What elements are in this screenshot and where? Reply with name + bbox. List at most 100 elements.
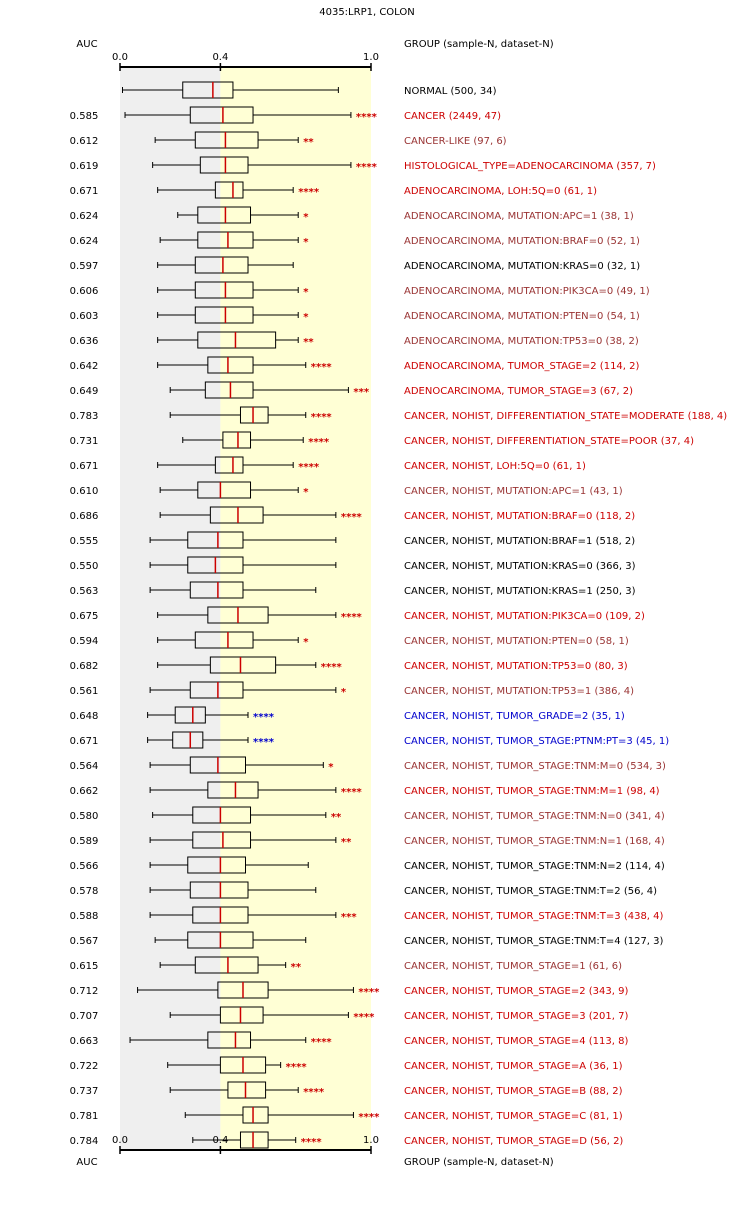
iqr-box <box>219 1006 264 1024</box>
box-row: 0.722 **** CANCER, NOHIST, TUMOR_STAGE=A (… <box>70 1056 623 1074</box>
significance-stars: **** <box>301 1137 323 1148</box>
group-label: CANCER, NOHIST, MUTATION:PTEN=0 (58, 1) <box>404 636 629 647</box>
group-label: ADENOCARCINOMA, MUTATION:TP53=0 (38, 2) <box>404 336 639 347</box>
group-label: ADENOCARCINOMA, TUMOR_STAGE=2 (114, 2) <box>404 361 640 372</box>
group-label: CANCER, NOHIST, TUMOR_STAGE=4 (113, 8) <box>404 1036 628 1047</box>
group-label: CANCER, NOHIST, DIFFERENTIATION_STATE=MO… <box>404 411 727 422</box>
iqr-box <box>197 331 277 349</box>
auc-value: 0.578 <box>70 886 99 897</box>
auc-value: 0.589 <box>70 836 99 847</box>
axis-tick-label: 1.0 <box>363 1135 379 1146</box>
group-label: CANCER (2449, 47) <box>404 111 501 122</box>
iqr-box <box>189 581 244 599</box>
significance-stars: **** <box>341 612 363 623</box>
significance-stars: **** <box>358 987 380 998</box>
box-row: 0.619 **** HISTOLOGICAL_TYPE=ADENOCARCINOM… <box>70 156 656 174</box>
group-label: CANCER, NOHIST, MUTATION:TP53=0 (80, 3) <box>404 661 628 672</box>
auc-value: 0.662 <box>70 786 99 797</box>
significance-stars: ** <box>291 962 302 973</box>
auc-value: 0.603 <box>70 311 99 322</box>
iqr-box <box>207 1031 252 1049</box>
iqr-box <box>227 1081 267 1099</box>
iqr-box <box>189 681 244 699</box>
reference-bands <box>120 68 371 1150</box>
auc-value: 0.615 <box>70 961 99 972</box>
auc-value: 0.784 <box>70 1136 99 1147</box>
significance-stars: **** <box>356 112 378 123</box>
auc-value: 0.671 <box>70 736 99 747</box>
box-row: 0.648 **** CANCER, NOHIST, TUMOR_GRADE=2 (… <box>70 706 625 724</box>
auc-header-top: AUC <box>76 39 97 50</box>
auc-value: 0.737 <box>70 1086 99 1097</box>
iqr-box <box>172 731 204 749</box>
auc-value: 0.580 <box>70 811 99 822</box>
group-label: CANCER, NOHIST, TUMOR_STAGE:TNM:T=4 (127… <box>404 936 664 947</box>
auc-value: 0.606 <box>70 286 99 297</box>
box-row: 0.561 * CANCER, NOHIST, MUTATION:TP53=1 (3… <box>70 681 634 699</box>
significance-stars: **** <box>311 362 333 373</box>
box-row: 0.606 * ADENOCARCINOMA, MUTATION:PIK3CA=0 … <box>70 281 650 299</box>
iqr-box <box>197 481 252 499</box>
iqr-box <box>182 81 234 99</box>
axis-tick-label: 0.0 <box>112 1135 128 1146</box>
group-label: CANCER, NOHIST, MUTATION:KRAS=1 (250, 3) <box>404 586 636 597</box>
box-row: 0.686 **** CANCER, NOHIST, MUTATION:BRAF=0… <box>70 506 635 524</box>
iqr-box <box>199 156 249 174</box>
group-label: CANCER, NOHIST, TUMOR_STAGE:TNM:N=2 (114… <box>404 861 665 872</box>
box-row: 0.783 **** CANCER, NOHIST, DIFFERENTIATION… <box>70 406 727 424</box>
box-row: 0.588 *** CANCER, NOHIST, TUMOR_STAGE:TNM:… <box>70 906 664 924</box>
auc-value: 0.567 <box>70 936 99 947</box>
box-row: 0.671 **** ADENOCARCINOMA, LOH:5Q=0 (61, 1… <box>70 181 597 199</box>
box-row: 0.578 CANCER, NOHIST, TUMOR_STAGE:TNM:T=2… <box>70 881 657 899</box>
box-row: 0.636 ** ADENOCARCINOMA, MUTATION:TP53=0 (… <box>70 331 639 349</box>
box-row: 0.566 CANCER, NOHIST, TUMOR_STAGE:TNM:N=2… <box>70 856 665 874</box>
box-row: NORMAL (500, 34) <box>122 81 497 99</box>
box-row: 0.682 **** CANCER, NOHIST, MUTATION:TP53=0… <box>70 656 628 674</box>
iqr-box <box>192 806 252 824</box>
group-label: CANCER, NOHIST, MUTATION:TP53=1 (386, 4) <box>404 686 634 697</box>
box-row: 0.671 **** CANCER, NOHIST, TUMOR_STAGE:PTN… <box>70 731 669 749</box>
iqr-box <box>214 456 244 474</box>
iqr-box <box>242 1106 269 1124</box>
auc-value: 0.642 <box>70 361 99 372</box>
rows-layer: NORMAL (500, 34)0.585 **** CANCER (2449, 4… <box>70 81 727 1149</box>
group-label: CANCER, NOHIST, MUTATION:PIK3CA=0 (109, … <box>404 611 645 622</box>
iqr-box <box>209 656 277 674</box>
significance-stars: **** <box>341 512 363 523</box>
significance-stars: ** <box>303 337 314 348</box>
iqr-box <box>189 106 254 124</box>
box-row: 0.615 ** CANCER, NOHIST, TUMOR_STAGE=1 (61… <box>70 956 622 974</box>
iqr-box <box>239 406 269 424</box>
box-row: 0.662 **** CANCER, NOHIST, TUMOR_STAGE:TNM… <box>70 781 660 799</box>
box-row: 0.612 ** CANCER-LIKE (97, 6) <box>70 131 507 149</box>
box-row: 0.784 **** CANCER, NOHIST, TUMOR_STAGE=D (… <box>70 1131 623 1149</box>
group-label: CANCER, NOHIST, MUTATION:BRAF=0 (118, 2) <box>404 511 635 522</box>
group-label: CANCER, NOHIST, TUMOR_STAGE=1 (61, 6) <box>404 961 622 972</box>
auc-value: 0.722 <box>70 1061 99 1072</box>
auc-value: 0.671 <box>70 186 99 197</box>
auc-value: 0.561 <box>70 686 99 697</box>
significance-stars: * <box>303 212 309 223</box>
iqr-box <box>207 356 254 374</box>
axis-tick-label: 0.4 <box>212 1135 228 1146</box>
group-label: CANCER, NOHIST, TUMOR_STAGE:TNM:T=2 (56,… <box>404 886 657 897</box>
axis-tick-label: 1.0 <box>363 52 379 63</box>
significance-stars: **** <box>311 412 333 423</box>
iqr-box <box>209 506 264 524</box>
auc-value: 0.563 <box>70 586 99 597</box>
significance-stars: **** <box>356 162 378 173</box>
auc-value: 0.588 <box>70 911 99 922</box>
box-row: 0.707 **** CANCER, NOHIST, TUMOR_STAGE=3 (… <box>70 1006 628 1024</box>
group-header-bottom: GROUP (sample-N, dataset-N) <box>404 1157 554 1168</box>
iqr-box <box>214 181 244 199</box>
auc-value: 0.594 <box>70 636 99 647</box>
auc-value: 0.585 <box>70 111 99 122</box>
auc-value: 0.648 <box>70 711 99 722</box>
significance-stars: *** <box>341 912 357 923</box>
axis-tick-label: 0.0 <box>112 52 128 63</box>
group-label: CANCER, NOHIST, MUTATION:KRAS=0 (366, 3) <box>404 561 636 572</box>
box-row: 0.555 CANCER, NOHIST, MUTATION:BRAF=1 (51… <box>70 531 635 549</box>
significance-stars: **** <box>298 187 320 198</box>
iqr-box <box>189 881 249 899</box>
